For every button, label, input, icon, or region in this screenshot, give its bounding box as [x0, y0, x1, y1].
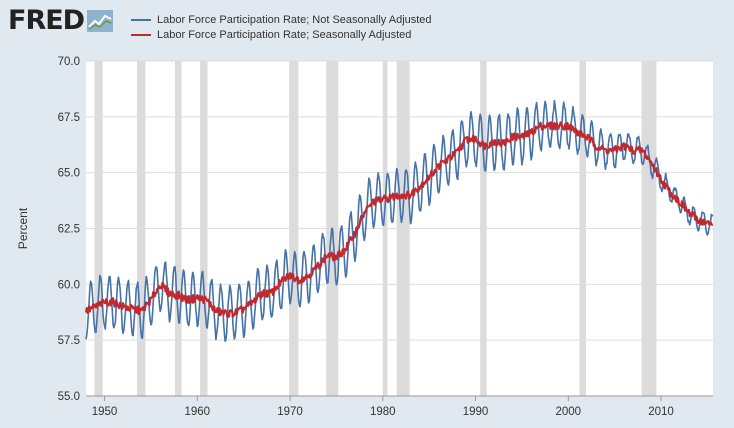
- x-axis: 1950 1960 1970 1980 1990 2000 2010: [86, 395, 713, 418]
- chart-header: FRED Labor Force Participation Rate; Not…: [0, 0, 734, 52]
- legend-label-sa: Labor Force Participation Rate; Seasonal…: [157, 28, 412, 41]
- x-tick-label: 2000: [556, 406, 582, 418]
- x-tick-label: 2010: [648, 406, 674, 418]
- y-tick-label: 57.5: [58, 335, 80, 347]
- y-tick-label: 65.0: [58, 168, 80, 180]
- y-tick-label: 70.0: [58, 56, 80, 68]
- y-tick-label: 60.0: [58, 279, 80, 291]
- chart-legend: Labor Force Participation Rate; Not Seas…: [131, 12, 432, 42]
- legend-item-nsa[interactable]: Labor Force Participation Rate; Not Seas…: [131, 12, 432, 27]
- fred-chart-logo-icon: [87, 10, 114, 32]
- legend-swatch-nsa: [131, 18, 151, 21]
- fred-logo[interactable]: FRED: [8, 4, 114, 38]
- legend-item-sa[interactable]: Labor Force Participation Rate; Seasonal…: [131, 27, 432, 42]
- x-tick-label: 1990: [463, 406, 489, 418]
- legend-label-nsa: Labor Force Participation Rate; Not Seas…: [157, 13, 432, 26]
- series-layer: [84, 99, 714, 343]
- legend-swatch-sa: [131, 33, 151, 36]
- y-tick-label: 62.5: [58, 224, 80, 236]
- x-tick-label: 1950: [92, 406, 118, 418]
- y-tick-label: 55.0: [58, 391, 80, 403]
- y-axis: 55.0 57.5 60.0 62.5 65.0 67.5 70.0: [58, 56, 80, 403]
- x-tick-label: 1970: [277, 406, 303, 418]
- x-tick-label: 1980: [370, 406, 396, 418]
- fred-logo-text: FRED: [8, 5, 85, 36]
- x-tick-label: 1960: [185, 406, 211, 418]
- series-line-sa[interactable]: [84, 121, 714, 319]
- y-tick-label: 67.5: [58, 112, 80, 124]
- y-axis-title: Percent: [16, 207, 30, 249]
